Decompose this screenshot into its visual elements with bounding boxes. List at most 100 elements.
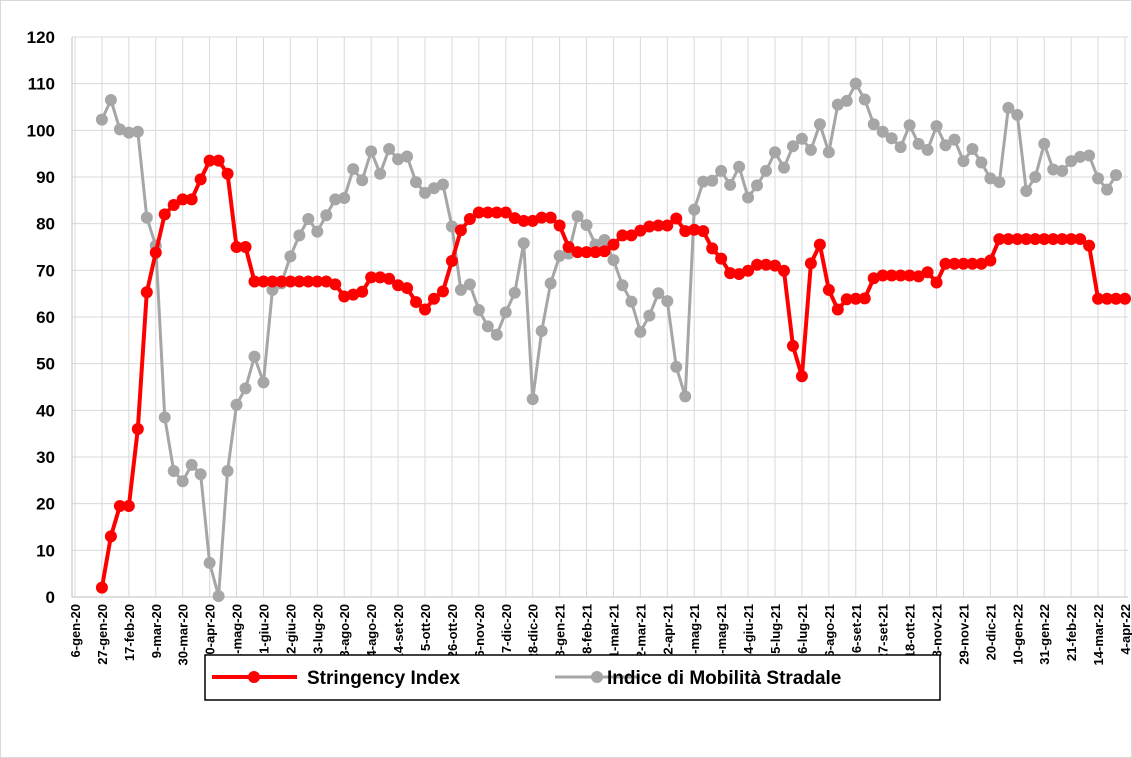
point [284,275,297,288]
point [706,242,719,255]
legend: Stringency Index Indice di Mobilità Strad… [204,654,941,701]
point [867,118,880,131]
x-tick-label: 8-feb-21 [580,604,595,654]
point [607,238,620,251]
point [751,258,764,271]
point [535,211,548,224]
point [293,275,306,288]
point [535,325,548,337]
point [786,339,799,352]
point [472,304,485,316]
point [544,211,557,224]
x-tick-label: 24-mag-21 [714,604,729,668]
point [113,500,126,512]
point [410,296,423,309]
x-tick-label: 22-mar-21 [633,604,648,665]
x-tick-label: 7-dic-20 [499,604,514,653]
point [419,186,431,199]
point [284,250,297,263]
point [921,143,934,156]
point [481,320,494,333]
point [481,206,494,219]
point [751,179,764,192]
point [410,176,423,189]
point [1038,137,1051,150]
x-tick-label: 29-nov-21 [956,604,971,665]
point [248,275,261,288]
point [849,77,862,90]
point [625,295,638,308]
point [975,156,988,169]
point [553,219,566,232]
point [176,475,189,488]
x-tick-label: 12-apr-21 [660,604,675,662]
point [634,224,647,237]
point [454,224,467,237]
x-tick-label: 16-ago-21 [822,604,837,665]
point [230,241,243,253]
x-tick-label: 24-ago-20 [364,604,379,665]
legend-marker [591,671,603,683]
point [239,241,252,253]
point [427,292,440,305]
point [813,118,826,131]
point [140,286,153,299]
point [131,125,144,138]
point [679,225,692,238]
point [948,133,961,146]
point [634,325,647,338]
point [894,141,907,154]
point [1074,233,1087,246]
x-tick-label: 13-lug-20 [310,604,325,661]
x-tick-label: 5-lug-21 [768,604,783,654]
point [858,292,871,305]
point [795,370,808,383]
point [167,199,180,211]
legend-label: Indice di Mobilità Stradale [607,668,841,689]
x-tick-label: 17-feb-20 [122,604,137,661]
point [957,257,970,270]
point [472,206,485,219]
point [374,271,387,284]
point [499,206,512,219]
point [508,286,521,299]
x-tick-label: 26-ott-20 [445,604,460,658]
y-tick-label: 120 [27,28,55,47]
point [320,209,333,222]
point [176,193,189,206]
point [993,233,1006,246]
point [104,94,117,106]
point [1101,292,1114,305]
x-tick-label: 6-gen-20 [68,604,83,657]
point [571,246,584,259]
point [921,266,934,279]
point [840,293,853,306]
point [984,254,997,267]
point [598,234,611,246]
point [257,376,270,389]
point [589,246,602,259]
point [1020,233,1033,246]
point [804,143,817,156]
point [293,229,306,242]
point [598,245,611,258]
point [1074,150,1087,163]
point [1065,155,1078,168]
point [167,465,180,477]
point [445,220,458,233]
y-tick-label: 30 [36,448,55,467]
point [670,360,683,373]
point [652,287,665,300]
point [158,411,171,424]
point [876,125,889,138]
point [248,350,261,363]
x-tick-label: 18-gen-21 [553,604,568,665]
point [1083,239,1096,252]
point [553,249,566,262]
point [212,590,225,603]
point [939,257,952,270]
point [1056,233,1069,246]
legend-label: Stringency Index [307,668,461,689]
legend-marker [248,671,260,683]
point [401,282,414,295]
